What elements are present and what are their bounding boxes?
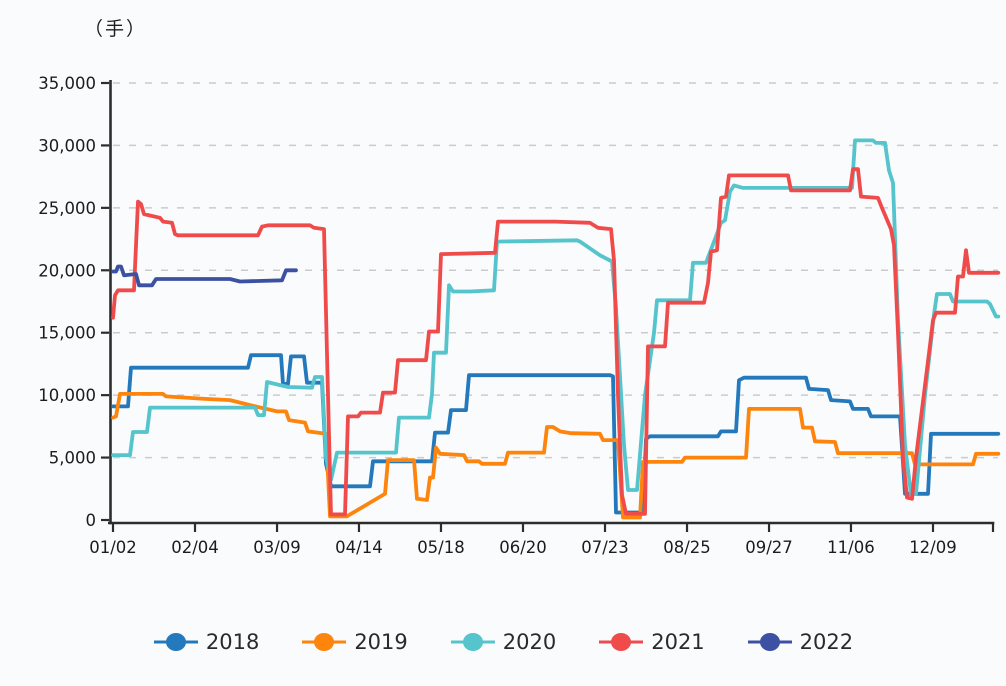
x-tick-label: 07/23: [581, 538, 629, 557]
legend-marker-icon: [747, 633, 792, 651]
chart-legend: 2018 2019 2020 2021 2022: [0, 630, 1006, 654]
x-tick-label: 08/25: [663, 538, 711, 557]
legend-label: 2020: [502, 630, 557, 654]
legend-label: 2019: [354, 630, 408, 654]
x-tick-label: 12/09: [909, 538, 957, 557]
y-tick-label: 25,000: [38, 199, 96, 218]
legend-label: 2018: [205, 630, 260, 654]
y-tick-label: 5,000: [49, 449, 96, 468]
series-line-2018: [111, 353, 1001, 515]
x-tick-label: 11/06: [827, 538, 875, 557]
series-line-2021: [111, 167, 1001, 517]
y-tick-label: 15,000: [38, 324, 96, 343]
legend-label: 2021: [651, 630, 705, 654]
x-tick-label: 04/14: [335, 538, 383, 557]
y-axis-unit-label: （手）: [84, 18, 148, 40]
y-tick-label: 20,000: [38, 261, 96, 280]
legend-label: 2022: [799, 630, 854, 654]
y-tick-label: 30,000: [38, 136, 96, 155]
series-line-2022: [111, 264, 298, 288]
series-line-2020: [111, 138, 1001, 496]
x-tick-label: 02/04: [171, 538, 219, 557]
y-tick-label: 10,000: [38, 386, 96, 405]
legend-marker-icon: [599, 633, 644, 651]
series-line-2019: [111, 391, 1001, 520]
legend-item-2018[interactable]: 2018: [153, 630, 259, 654]
legend-marker-icon: [153, 633, 198, 651]
x-tick-label: 01/02: [89, 538, 137, 557]
legend-item-2021[interactable]: 2021: [598, 630, 705, 654]
x-tick-label: 09/27: [745, 538, 793, 557]
legend-marker-icon: [450, 633, 495, 651]
legend-item-2022[interactable]: 2022: [747, 630, 853, 654]
line-chart: 0 5,000 10,000 15,000 20,000 25,000 30,000 35,0…: [38, 74, 1001, 557]
legend-marker-icon: [302, 633, 347, 651]
x-tick-label: 03/09: [253, 538, 301, 557]
y-tick-label: 35,000: [38, 74, 96, 93]
y-tick-label: 0: [86, 511, 97, 530]
legend-item-2019[interactable]: 2019: [301, 630, 408, 654]
x-tick-label: 06/20: [499, 538, 547, 557]
x-tick-label: 05/18: [417, 538, 465, 557]
legend-item-2020[interactable]: 2020: [450, 630, 556, 654]
